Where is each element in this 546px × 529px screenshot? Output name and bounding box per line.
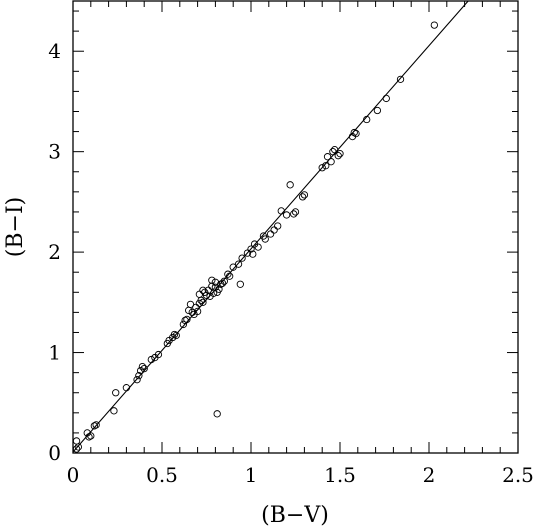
y-tick-label: 0 xyxy=(48,441,61,465)
data-point xyxy=(243,249,252,257)
data-point xyxy=(323,153,332,161)
data-point xyxy=(133,376,141,384)
data-point xyxy=(218,279,227,287)
data-point xyxy=(136,366,145,375)
data-point xyxy=(72,437,81,445)
data-point xyxy=(199,286,207,294)
data-point xyxy=(225,272,234,280)
data-point xyxy=(74,443,82,451)
x-tick-label: 1.5 xyxy=(324,463,356,487)
data-point xyxy=(322,162,330,170)
data-point xyxy=(92,421,100,429)
data-point xyxy=(254,243,262,251)
data-point xyxy=(234,260,243,268)
data-point xyxy=(266,230,275,238)
data-point xyxy=(154,350,163,359)
axis-ticks xyxy=(72,1,519,454)
data-point xyxy=(291,208,300,216)
data-point xyxy=(274,222,282,230)
data-point xyxy=(215,285,223,293)
data-point xyxy=(208,276,216,284)
data-point xyxy=(396,75,405,83)
x-tick-label: 2.5 xyxy=(502,463,534,487)
data-point xyxy=(147,355,155,364)
data-point xyxy=(72,445,81,453)
data-point xyxy=(188,308,196,317)
data-point xyxy=(270,226,278,234)
fit-line xyxy=(72,0,469,453)
data-point xyxy=(236,280,244,288)
x-tick-label: 2 xyxy=(423,463,436,487)
x-tick-label: 1 xyxy=(245,463,258,487)
data-point xyxy=(247,245,255,253)
data-point xyxy=(199,298,207,306)
data-point xyxy=(140,364,148,373)
data-point xyxy=(135,372,143,380)
data-point xyxy=(282,211,291,219)
data-point xyxy=(329,148,337,156)
x-tick-label: 0 xyxy=(67,463,80,487)
data-point xyxy=(179,320,188,329)
data-point xyxy=(298,193,307,201)
data-point xyxy=(87,432,95,440)
data-point xyxy=(186,300,195,308)
y-tick-label: 3 xyxy=(48,140,61,164)
data-points xyxy=(72,21,438,453)
data-point xyxy=(336,150,344,158)
data-point xyxy=(170,330,179,339)
data-point xyxy=(220,277,228,285)
data-point xyxy=(85,433,93,441)
data-point xyxy=(183,315,191,324)
y-tick-label: 1 xyxy=(48,341,61,365)
data-point xyxy=(290,210,298,218)
plot-frame xyxy=(72,0,519,454)
data-point xyxy=(112,389,120,397)
data-point xyxy=(277,207,285,215)
data-point xyxy=(238,254,246,262)
data-point xyxy=(352,129,360,138)
data-point xyxy=(363,115,371,124)
data-point xyxy=(286,181,294,189)
data-point xyxy=(318,164,326,172)
data-point xyxy=(172,331,180,340)
data-point xyxy=(122,384,131,392)
data-point xyxy=(224,270,232,278)
data-point xyxy=(110,407,118,415)
data-point xyxy=(261,235,269,243)
data-point xyxy=(193,307,202,316)
data-point xyxy=(90,422,99,430)
data-point xyxy=(213,410,221,418)
data-point xyxy=(138,362,147,371)
y-axis-label: (B−I) xyxy=(3,197,28,257)
data-point xyxy=(373,106,382,115)
data-point xyxy=(192,303,200,312)
data-point xyxy=(350,128,358,137)
x-axis-label: (B−V) xyxy=(261,503,329,528)
data-point xyxy=(197,296,205,304)
y-tick-label: 4 xyxy=(48,39,61,63)
data-point xyxy=(229,263,237,271)
data-point xyxy=(300,191,309,199)
data-point xyxy=(331,146,339,154)
axis-tick-labels: 0 0.5 1 1.5 2 2.5 0 1 2 3 4 xyxy=(48,39,534,487)
data-point xyxy=(249,250,257,258)
data-point xyxy=(181,316,189,325)
data-point xyxy=(382,94,390,103)
y-tick-label: 2 xyxy=(48,240,61,264)
data-point xyxy=(334,152,342,160)
data-point xyxy=(327,158,335,166)
data-point xyxy=(211,283,220,291)
data-point xyxy=(202,291,211,299)
data-point xyxy=(430,21,438,29)
x-tick-label: 0.5 xyxy=(146,463,178,487)
